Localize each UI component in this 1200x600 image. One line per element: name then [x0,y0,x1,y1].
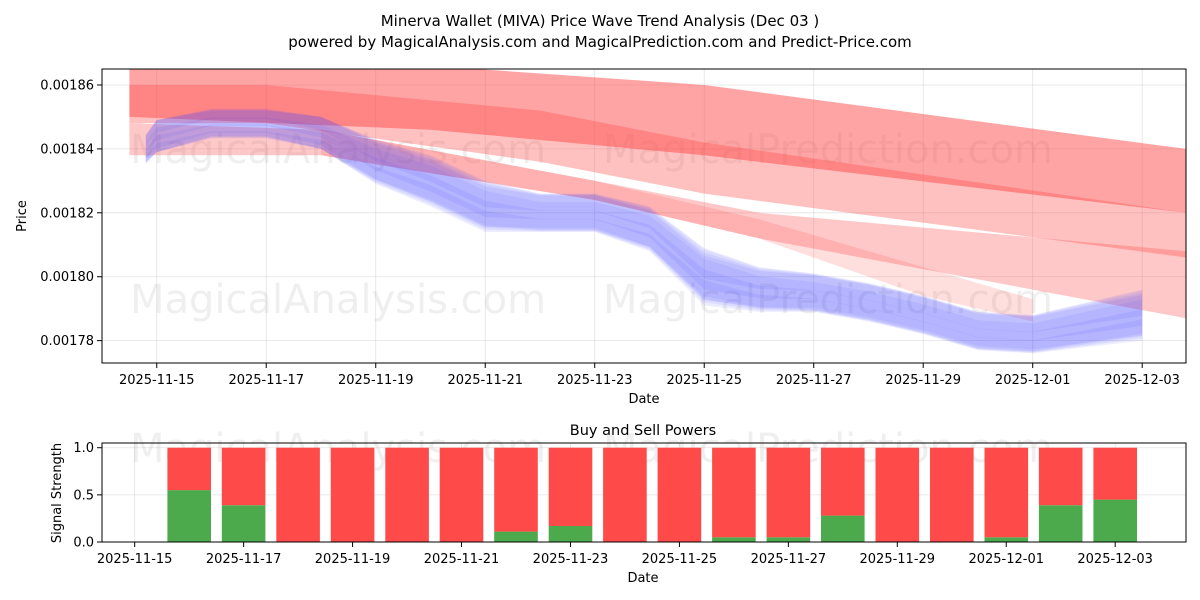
buy-bar [984,537,1029,542]
chart-subtitle: powered by MagicalAnalysis.com and Magic… [288,33,912,51]
prediction-band [129,69,1186,213]
buy-bar [712,537,756,542]
price-plot-frame [101,68,1187,364]
price-x-label: Date [628,392,659,407]
price-x-tick-label: 2025-11-15 [119,373,195,388]
signal-x-tick-label: 2025-11-15 [97,552,173,567]
sell-bar [930,447,974,542]
price-x-tick-label: 2025-11-17 [228,373,304,388]
sell-bar [875,447,920,542]
prediction-band [321,129,1033,322]
signal-y-axis: 0.0 0.5 1.0 [73,441,102,551]
signal-x-tick-label: 2025-11-17 [206,552,282,567]
price-y-tick-label: 0.00184 [40,142,94,157]
sell-bar [167,447,211,491]
sell-bar [1093,447,1137,500]
sell-bar [712,447,756,538]
sell-bar [385,447,429,542]
prediction-band [129,123,1186,319]
price-x-tick-label: 2025-11-19 [338,373,414,388]
history-band [145,124,1143,352]
history-band [145,117,1143,353]
price-y-tick-label: 0.00180 [40,270,94,285]
signal-x-tick-label: 2025-11-29 [860,552,936,567]
sell-bar [766,447,811,538]
chart-title: Minerva Wallet (MIVA) Price Wave Trend A… [381,12,820,30]
signal-y-tick-label: 0.0 [73,536,94,551]
signal-y-label: Signal Strength [50,443,65,543]
signal-x-label: Date [627,571,658,586]
history-band [145,108,1143,333]
sell-bar [439,447,484,542]
price-y-tick-label: 0.00186 [40,78,94,93]
sell-bar [330,447,375,542]
watermark-analysis-2: MagicalAnalysis.com [130,277,546,323]
signal-title: Buy and Sell Powers [570,423,716,439]
buy-bar [167,490,211,542]
sell-bar [494,447,538,532]
sell-bar [821,447,865,516]
signal-x-tick-label: 2025-11-21 [424,552,500,567]
signal-x-tick-label: 2025-11-25 [642,552,718,567]
sell-bar [657,447,702,542]
buy-bar [221,505,266,542]
history-band [145,110,1143,350]
signal-x-axis: 2025-11-15 2025-11-17 2025-11-19 2025-11-21… [97,542,1153,567]
signal-x-tick-label: 2025-12-01 [968,552,1044,567]
buy-bar [1038,505,1083,542]
price-x-tick-label: 2025-11-27 [776,373,852,388]
price-x-tick-label: 2025-11-23 [557,373,633,388]
signal-x-tick-label: 2025-11-23 [533,552,609,567]
signal-x-tick-label: 2025-12-03 [1077,552,1153,567]
sell-bar [1038,447,1083,506]
price-y-tick-label: 0.00178 [40,334,94,349]
watermark-analysis: MagicalAnalysis.com [130,127,546,173]
buy-bar [821,515,865,542]
sell-bar [276,447,320,542]
price-y-tick-label: 0.00182 [40,206,94,221]
signal-x-tick-label: 2025-11-27 [751,552,827,567]
price-plot: MagicalAnalysis.com MagicalPrediction.co… [15,68,1187,407]
history-band [145,110,1143,354]
history-bands [145,108,1143,354]
sell-bar [221,447,266,506]
sell-bar [548,447,593,526]
signal-y-tick-label: 1.0 [73,441,94,456]
buy-bar [548,526,593,542]
price-y-label: Price [15,200,30,232]
price-x-tick-label: 2025-11-21 [447,373,523,388]
signal-bars [167,447,1137,542]
history-band [145,131,1143,352]
signal-plot-frame [101,442,1187,543]
price-x-tick-label: 2025-11-29 [885,373,961,388]
history-band [145,109,1143,341]
prediction-band [129,85,1186,258]
sell-bar [603,447,647,542]
buy-bar [494,531,538,542]
watermark-prediction-2: MagicalPrediction.com [603,277,1053,323]
sell-bar [984,447,1029,538]
prediction-bands [129,69,1186,322]
signal-x-tick-label: 2025-11-19 [315,552,391,567]
price-x-tick-label: 2025-12-03 [1104,373,1180,388]
buy-bar [1093,499,1137,542]
signal-y-tick-label: 0.5 [73,488,94,503]
price-x-tick-label: 2025-11-25 [666,373,742,388]
signal-plot: Buy and Sell Powers MagicalAnalysis.com … [50,423,1187,586]
price-y-axis: 0.00186 0.00184 0.00182 0.00180 0.00178 [40,78,102,349]
price-x-tick-label: 2025-12-01 [995,373,1071,388]
buy-bar [766,537,811,542]
price-x-axis: 2025-11-15 2025-11-17 2025-11-19 2025-11-21… [119,363,1180,388]
